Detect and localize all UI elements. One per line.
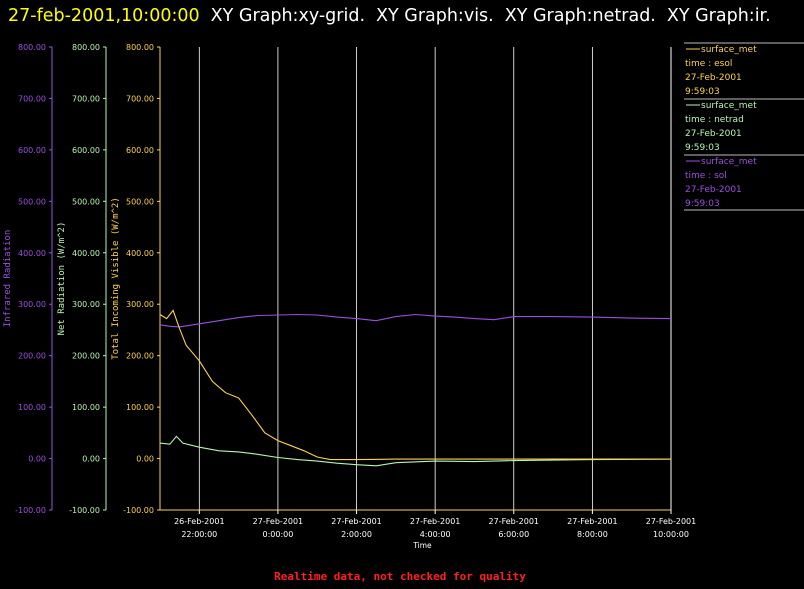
y-tick-label: 100.00	[126, 403, 154, 412]
legend-text: 27-Feb-2001	[685, 185, 742, 195]
series-line-ir	[159, 313, 672, 328]
x-tick-time-label: 22:00:00	[181, 530, 217, 539]
legend-text: 27-Feb-2001	[685, 73, 742, 83]
y-tick-label: 200.00	[72, 352, 100, 361]
x-tick-time-label: 6:00:00	[498, 530, 529, 539]
y-tick-label: 100.00	[72, 403, 100, 412]
y-tick-label: 800.00	[126, 43, 154, 52]
y-tick-label: 600.00	[126, 146, 154, 155]
y-tick-label: 400.00	[72, 249, 100, 258]
x-tick-date-label: 27-Feb-2001	[567, 517, 617, 526]
y-tick-label: 800.00	[72, 43, 100, 52]
y-tick-label: 300.00	[18, 300, 46, 309]
x-tick-date-label: 26-Feb-2001	[174, 517, 224, 526]
y-axis-title: Net Radiation (W/m^2)	[57, 222, 67, 336]
legend-text: time : esol	[685, 59, 732, 69]
y-axis-title: Infrared Radiation	[3, 230, 13, 328]
x-tick-time-label: 4:00:00	[420, 530, 451, 539]
y-tick-label: 300.00	[72, 300, 100, 309]
y-axis-title: Total Incoming Visible (W/m^2)	[111, 197, 121, 360]
legend-source: surface_met	[701, 45, 757, 55]
header-graph-titles: XY Graph:xy-grid. XY Graph:vis. XY Graph:n…	[200, 6, 771, 26]
y-tick-label: 0.00	[28, 455, 46, 464]
y-tick-label: 700.00	[126, 94, 154, 103]
legend-text: time : netrad	[685, 115, 744, 125]
x-tick-time-label: 8:00:00	[577, 530, 608, 539]
x-tick-date-label: 27-Feb-2001	[489, 517, 539, 526]
x-tick-time-label: 10:00:00	[653, 530, 689, 539]
legend-text: 27-Feb-2001	[685, 129, 742, 139]
header-graph-title: XY Graph:netrad.	[504, 6, 656, 26]
series-line-netrad	[159, 435, 672, 467]
header-graph-title: XY Graph:ir.	[666, 6, 771, 26]
y-tick-label: 400.00	[126, 249, 154, 258]
header-graph-title: XY Graph:vis.	[376, 6, 494, 26]
y-tick-label: 500.00	[18, 197, 46, 206]
y-tick-label: 500.00	[126, 197, 154, 206]
quality-warning: Realtime data, not checked for quality	[274, 570, 526, 583]
y-tick-label: 700.00	[18, 94, 46, 103]
series-line-vis	[159, 309, 671, 461]
y-tick-label: 100.00	[18, 403, 46, 412]
legend-text: 9:59:03	[685, 199, 720, 209]
y-tick-label: -100.00	[15, 506, 46, 515]
y-tick-label: 700.00	[72, 94, 100, 103]
legend-text: time : sol	[685, 171, 727, 181]
x-tick-time-label: 0:00:00	[263, 530, 294, 539]
x-tick-date-label: 27-Feb-2001	[410, 517, 460, 526]
legend-source: surface_met	[701, 101, 757, 111]
legend-source: surface_met	[701, 157, 757, 167]
y-tick-label: 800.00	[18, 43, 46, 52]
x-tick-date-label: 27-Feb-2001	[331, 517, 381, 526]
y-tick-label: 600.00	[72, 146, 100, 155]
y-tick-label: 400.00	[18, 249, 46, 258]
legend-text: 9:59:03	[685, 87, 720, 97]
y-tick-label: 600.00	[18, 146, 46, 155]
y-tick-label: 0.00	[136, 455, 154, 464]
y-tick-label: 0.00	[82, 455, 100, 464]
y-tick-label: -100.00	[69, 506, 100, 515]
legend-text: 9:59:03	[685, 143, 720, 153]
x-tick-date-label: 27-Feb-2001	[646, 517, 696, 526]
y-tick-label: -100.00	[123, 506, 154, 515]
header-graph-title: XY Graph:xy-grid.	[210, 6, 366, 26]
y-tick-label: 300.00	[126, 300, 154, 309]
header-timestamp: 27-feb-2001,10:00:00	[8, 6, 200, 26]
graph-header: 27-feb-2001,10:00:00 XY Graph:xy-grid. XY …	[8, 2, 771, 30]
x-tick-date-label: 27-Feb-2001	[253, 517, 303, 526]
x-tick-time-label: 2:00:00	[341, 530, 372, 539]
x-axis-title: Time	[412, 541, 432, 550]
y-tick-label: 500.00	[72, 197, 100, 206]
y-tick-label: 200.00	[126, 352, 154, 361]
y-tick-label: 200.00	[18, 352, 46, 361]
